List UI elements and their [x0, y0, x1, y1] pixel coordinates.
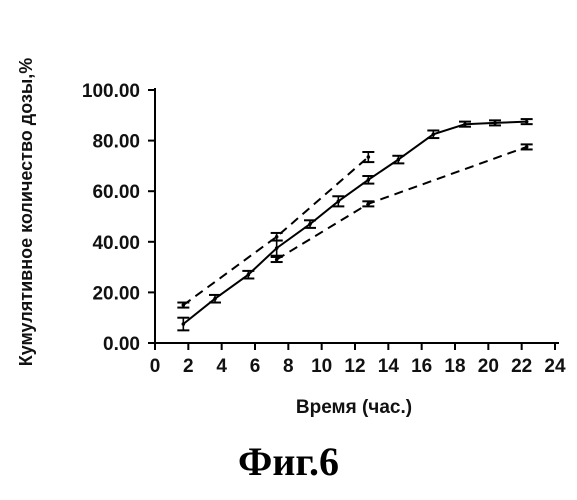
x-axis-label: Время (час.)	[296, 397, 412, 418]
error-bar	[271, 257, 283, 262]
series-line-1	[183, 122, 526, 324]
error-bar	[362, 201, 374, 206]
data-point	[525, 145, 529, 149]
data-point	[247, 273, 251, 277]
error-bar	[521, 144, 533, 149]
data-point	[337, 200, 341, 204]
x-tick-label: 10	[311, 356, 332, 377]
x-tick-label: 8	[283, 356, 294, 377]
data-point	[275, 258, 279, 262]
y-tick-label: 60.00	[92, 182, 140, 203]
data-point	[275, 235, 279, 239]
data-point	[367, 155, 371, 159]
y-tick-label: 40.00	[92, 233, 140, 254]
data-point	[367, 202, 371, 206]
error-bar	[271, 241, 283, 256]
error-bar	[177, 303, 189, 308]
x-tick-label: 6	[250, 356, 261, 377]
x-tick-label: 24	[544, 356, 566, 377]
data-point	[308, 222, 312, 226]
x-tick-label: 16	[411, 356, 432, 377]
data-point	[367, 178, 371, 182]
series-line-2	[183, 157, 368, 305]
data-point	[432, 132, 436, 136]
y-axis-label: Кумулятивное количество дозы,%	[16, 58, 36, 367]
figure-caption: Фиг.6	[0, 438, 577, 485]
y-tick-label: 100.00	[82, 81, 140, 102]
y-tick-label: 0.00	[103, 334, 140, 355]
x-tick-label: 22	[511, 356, 532, 377]
data-point	[182, 322, 186, 326]
data-point	[213, 297, 217, 301]
data-point	[463, 122, 467, 126]
x-tick-label: 4	[216, 356, 227, 377]
data-point	[397, 158, 401, 162]
y-tick-label: 80.00	[92, 132, 140, 153]
y-tick-label: 20.00	[92, 283, 140, 304]
data-point	[275, 246, 279, 250]
x-tick-label: 2	[183, 356, 194, 377]
series-layer	[177, 119, 532, 330]
axes	[148, 88, 559, 350]
data-point	[525, 120, 529, 124]
x-tick-label: 14	[378, 356, 400, 377]
x-tick-label: 0	[150, 356, 161, 377]
x-tick-label: 18	[444, 356, 465, 377]
x-tick-label: 20	[478, 356, 499, 377]
data-point	[182, 303, 186, 307]
x-tick-label: 12	[344, 356, 365, 377]
data-point	[493, 121, 497, 125]
